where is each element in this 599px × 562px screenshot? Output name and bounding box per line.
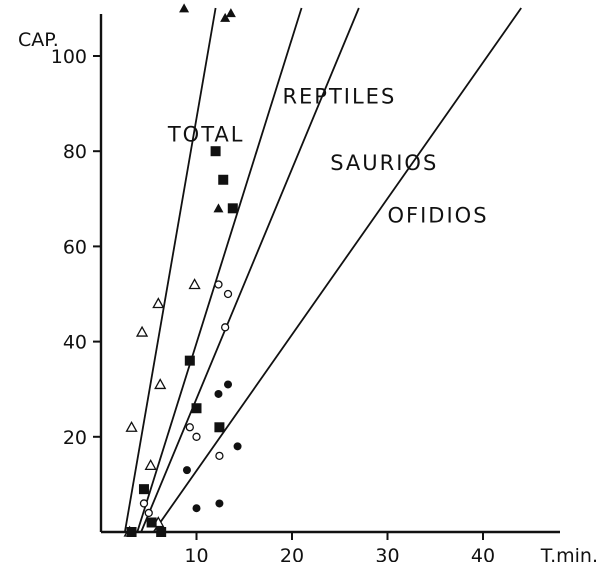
data-point-square-filled bbox=[210, 146, 221, 157]
y-tick-label: 20 bbox=[63, 427, 87, 449]
data-point-triangle-filled bbox=[179, 3, 190, 13]
data-point-square-filled bbox=[191, 403, 202, 414]
label-ofidios: OFIDIOS bbox=[388, 204, 489, 228]
x-tick-label: 20 bbox=[280, 545, 304, 562]
x-tick-label: 10 bbox=[184, 545, 208, 562]
data-point-circle-open bbox=[220, 323, 230, 332]
regression-line-reptiles bbox=[136, 7, 303, 533]
data-point-square-filled bbox=[214, 422, 225, 433]
data-point-circle-filled bbox=[215, 499, 224, 508]
data-point-circle-filled bbox=[182, 466, 191, 475]
y-tick-label: 40 bbox=[63, 332, 87, 354]
data-point-triangle-open bbox=[125, 420, 138, 432]
data-point-square-filled bbox=[126, 527, 137, 537]
labels: REPTILES TOTAL SAURIOS OFIDIOS bbox=[167, 85, 489, 228]
y-tick-label: 100 bbox=[51, 46, 87, 68]
data-point-triangle-filled bbox=[225, 8, 236, 18]
data-point-circle-open bbox=[215, 451, 224, 460]
data-point-triangle-open bbox=[152, 297, 165, 309]
x-axis-title: T.min. bbox=[540, 545, 598, 562]
data-point-circle-filled bbox=[192, 504, 201, 513]
data-point-square-filled bbox=[146, 517, 157, 528]
regression-line-saurios bbox=[140, 7, 360, 533]
data-point-triangle-filled bbox=[220, 12, 231, 22]
regression-lines bbox=[123, 7, 522, 533]
data-point-square-filled bbox=[184, 355, 195, 366]
data-points bbox=[123, 3, 242, 537]
data-point-square-filled bbox=[218, 174, 229, 185]
label-total: TOTAL bbox=[167, 123, 245, 147]
data-point-triangle-open bbox=[154, 378, 167, 390]
y-axis-title: CAP. bbox=[18, 29, 59, 51]
data-point-circle-open bbox=[192, 432, 201, 441]
data-point-square-filled bbox=[138, 484, 149, 495]
data-point-circle-open bbox=[185, 423, 194, 432]
data-point-triangle-open bbox=[144, 459, 157, 471]
data-point-circle-open bbox=[139, 499, 149, 508]
data-point-circle-open bbox=[144, 508, 153, 518]
data-point-triangle-filled bbox=[213, 203, 224, 213]
label-saurios: SAURIOS bbox=[330, 151, 438, 175]
data-point-square-filled bbox=[156, 527, 167, 537]
data-point-triangle-open bbox=[188, 278, 201, 290]
data-point-circle-filled bbox=[224, 380, 233, 389]
x-tick-label: 40 bbox=[471, 545, 495, 562]
data-point-circle-open bbox=[223, 289, 233, 299]
data-point-circle-open bbox=[214, 280, 223, 289]
label-reptiles: REPTILES bbox=[282, 85, 396, 109]
y-tick-label: 80 bbox=[63, 141, 87, 163]
data-point-circle-filled bbox=[214, 389, 223, 398]
regression-line-total bbox=[123, 7, 217, 533]
regression-line-ofidios bbox=[152, 7, 522, 533]
data-point-circle-filled bbox=[233, 442, 242, 451]
data-point-triangle-open bbox=[135, 325, 149, 337]
axes: 20 40 60 80 100 10 20 30 40 CAP. T.min. bbox=[18, 14, 598, 562]
x-tick-label: 30 bbox=[375, 545, 399, 562]
data-point-square-filled bbox=[227, 203, 238, 214]
y-tick-label: 60 bbox=[63, 236, 87, 258]
